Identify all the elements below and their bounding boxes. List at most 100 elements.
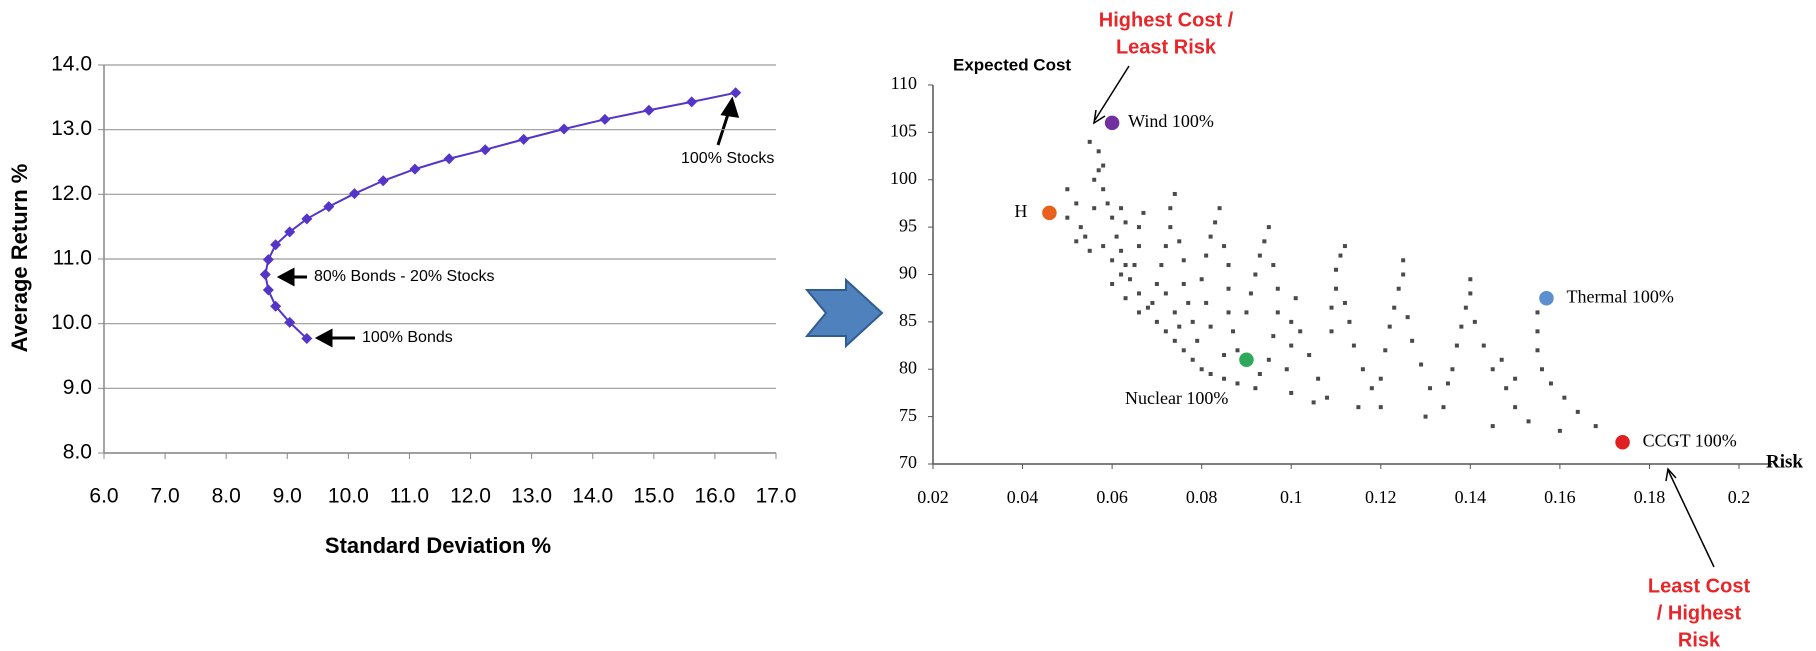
point-marker	[262, 284, 274, 296]
x-tick-label: 0.02	[917, 487, 949, 507]
scatter-point	[1266, 225, 1271, 230]
scatter-point	[1222, 376, 1227, 381]
scatter-point	[1347, 319, 1352, 324]
x-tick-label: 0.14	[1455, 487, 1487, 507]
scatter-point	[1208, 324, 1213, 329]
scatter-point	[1177, 239, 1182, 244]
point-marker	[323, 201, 335, 213]
point-marker	[284, 226, 296, 238]
scatter-point	[1096, 149, 1101, 154]
scatter-point	[1092, 177, 1097, 182]
scatter-point	[1445, 381, 1450, 386]
scatter-point	[1119, 248, 1124, 253]
y-tick-label: 90	[899, 263, 917, 283]
transition-arrow	[804, 277, 884, 349]
scatter-point	[1387, 324, 1392, 329]
scatter-point	[1168, 206, 1173, 211]
scatter-point	[1150, 300, 1155, 305]
point-marker	[270, 300, 282, 312]
x-axis-title: Risk	[1766, 451, 1803, 472]
scatter-point	[1087, 248, 1092, 253]
scatter-point	[1213, 220, 1218, 225]
scatter-point	[1289, 319, 1294, 324]
scatter-point	[1535, 348, 1540, 353]
scatter-point	[1562, 395, 1567, 400]
scatter-point	[1101, 163, 1106, 168]
x-tick-label: 7.0	[150, 485, 179, 508]
scatter-point	[1172, 310, 1177, 315]
scatter-point	[1289, 390, 1294, 395]
scatter-point	[1101, 187, 1106, 192]
scatter-point	[1253, 386, 1258, 391]
scatter-point	[1217, 206, 1222, 211]
y-tick-label: 11.0	[53, 247, 92, 270]
scatter-point	[1513, 405, 1518, 410]
scatter-point	[1454, 343, 1459, 348]
point-marker	[259, 269, 271, 281]
x-tick-label: 6.0	[89, 485, 118, 508]
scatter-point	[1351, 343, 1356, 348]
scatter-point	[1392, 305, 1397, 310]
scatter-point	[1123, 296, 1128, 301]
scatter-point	[1383, 348, 1388, 353]
y-axis-title: Expected Cost	[953, 55, 1071, 74]
scatter-point	[1190, 357, 1195, 362]
annotation-arrow	[1667, 469, 1715, 568]
scatter-point	[1190, 319, 1195, 324]
x-tick-label: 14.0	[572, 485, 613, 508]
y-tick-label: 70	[899, 452, 917, 472]
point-marker	[443, 153, 455, 165]
annotation: Risk	[1678, 629, 1721, 651]
scatter-point	[1535, 310, 1540, 315]
scatter-point	[1078, 225, 1083, 230]
x-tick-label: 13.0	[511, 485, 552, 508]
annotation-arrowhead	[276, 267, 295, 287]
y-tick-label: 13.0	[51, 117, 92, 140]
scatter-point	[1257, 253, 1262, 258]
point-label: CCGT 100%	[1643, 430, 1737, 450]
scatter-point	[1356, 405, 1361, 410]
scatter-point	[1074, 239, 1079, 244]
point-label: H	[1014, 201, 1027, 221]
scatter-point	[1110, 281, 1115, 286]
point-label: Wind 100%	[1128, 111, 1214, 131]
scatter-point	[1293, 296, 1298, 301]
scatter-point	[1119, 206, 1124, 211]
x-tick-label: 0.2	[1728, 487, 1751, 507]
point-marker	[730, 87, 742, 99]
scatter-point	[1535, 329, 1540, 334]
left-arrows	[276, 96, 740, 348]
scatter-point	[1342, 244, 1347, 249]
x-tick-label: 17.0	[756, 485, 797, 508]
scatter-point	[1110, 258, 1115, 263]
scatter-point	[1145, 305, 1150, 310]
annotation-arrowhead	[720, 96, 740, 118]
scatter-point	[1539, 367, 1544, 372]
point-marker	[518, 133, 530, 145]
annotation-arrowhead	[1093, 109, 1106, 125]
point-marker	[686, 96, 698, 108]
scatter-point	[1235, 381, 1240, 386]
annotation-arrow	[1094, 65, 1130, 121]
scatter-point	[1423, 414, 1428, 419]
scatter-point	[1298, 329, 1303, 334]
scatter-point	[1222, 244, 1227, 249]
scatter-point	[1204, 253, 1209, 258]
scatter-point	[1459, 324, 1464, 329]
scatter-point	[1083, 234, 1088, 239]
scatter-point	[1307, 353, 1312, 358]
y-tick-label: 8.0	[63, 441, 92, 464]
y-tick-label: 95	[899, 215, 917, 235]
scatter-point	[1136, 244, 1141, 249]
x-tick-label: 11.0	[390, 485, 429, 508]
scatter-point	[1172, 338, 1177, 343]
scatter-point	[1428, 386, 1433, 391]
scatter-point	[1199, 277, 1204, 282]
scatter-point	[1401, 258, 1406, 263]
scatter-point	[1369, 386, 1374, 391]
scatter-point	[1177, 324, 1182, 329]
highlight-point	[1103, 114, 1121, 132]
scatter-point	[1208, 371, 1213, 376]
scatter-point	[1513, 376, 1518, 381]
